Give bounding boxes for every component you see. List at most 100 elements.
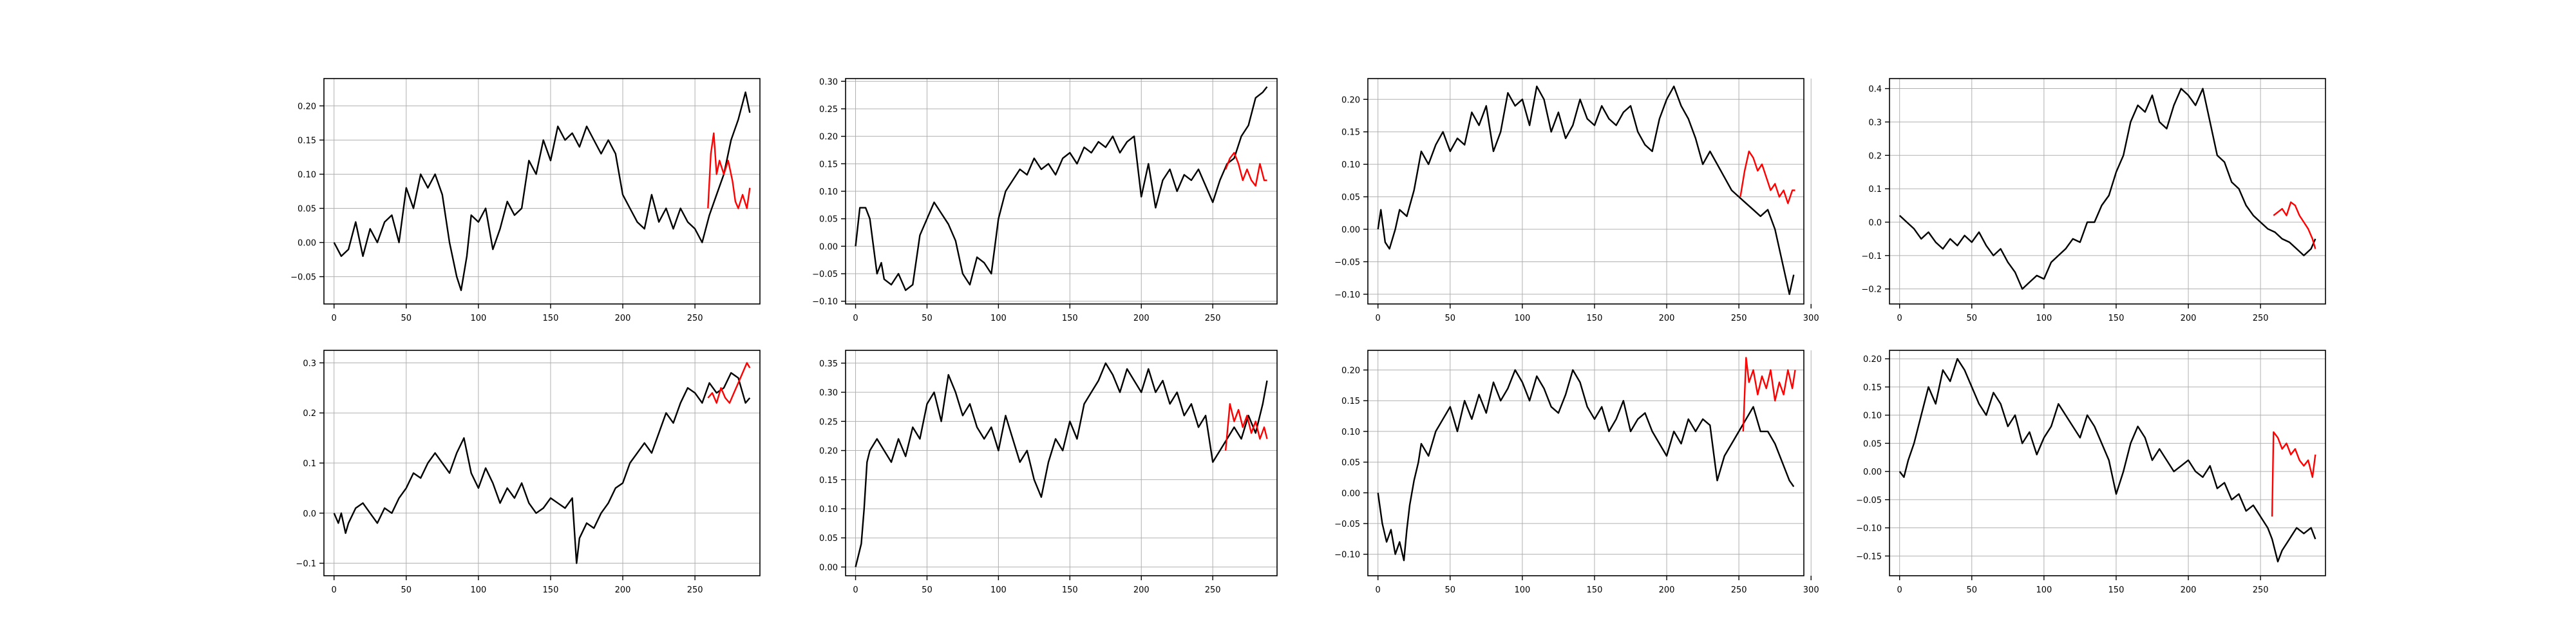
y-tick-label: 0.00 (1863, 468, 1882, 477)
x-tick-label: 200 (615, 314, 631, 323)
y-tick-label: −0.2 (1861, 285, 1882, 295)
y-tick-label: 0.00 (819, 563, 838, 573)
x-tick-label: 0 (332, 314, 337, 323)
series-line-observed (1899, 88, 2316, 290)
y-tick-label: 0.00 (819, 242, 838, 252)
x-tick-label: 50 (922, 585, 933, 595)
y-tick-label: −0.05 (1334, 520, 1360, 529)
x-tick-label: 150 (1587, 585, 1603, 595)
y-tick-label: 0.20 (819, 447, 838, 457)
y-tick-label: 0.00 (1341, 225, 1360, 235)
y-tick-label: 0.25 (819, 417, 838, 427)
series-line-observed (333, 91, 751, 291)
subplot-6: 0 50 100 150 200 250 0.00 0.05 0.10 0.15 0.20 0.25 0… (819, 350, 1278, 595)
subplot-grid: 0 50 100 150 200 250−0.050.000.050.100.150.20… (290, 77, 2326, 595)
y-tick-label: 0.10 (819, 187, 838, 197)
x-tick-label: 0 (332, 585, 337, 595)
y-tick-label: 0.25 (819, 105, 838, 115)
series-line-predicted (2271, 431, 2316, 517)
y-tick-label: 0.20 (1341, 366, 1360, 376)
series-line-predicted (1224, 151, 1267, 187)
x-tick-label: 200 (1659, 314, 1675, 323)
axes-frame (1889, 78, 2326, 305)
series-line-predicted (2273, 201, 2316, 249)
axes-frame (1367, 350, 1804, 576)
y-tick-label: 0.20 (298, 102, 316, 111)
y-tick-label: 0.3 (303, 359, 316, 368)
series-line-observed (1377, 369, 1795, 562)
x-tick-label: 50 (1967, 314, 1978, 323)
y-tick-label: 0.10 (1341, 428, 1360, 437)
y-tick-label: 0.3 (1868, 118, 1882, 128)
x-tick-label: 200 (1133, 314, 1150, 323)
y-tick-label: −0.1 (1861, 252, 1882, 261)
x-tick-label: 0 (1376, 585, 1381, 595)
subplot-2: 0 50 100 150 200 250 −0.10 −0.05 0.00 0.05 0.10 0.1… (812, 77, 1278, 323)
subplot-1: 0 50 100 150 200 250 −0.05 0.00 0.05 0.10 0.15 0.20 (290, 78, 761, 323)
x-tick-label: 200 (2181, 314, 2197, 323)
series-line-predicted (1739, 150, 1795, 204)
series-line-predicted (707, 132, 751, 209)
x-tick-label: 200 (1659, 585, 1675, 595)
y-tick-label: 0.20 (819, 133, 838, 142)
x-tick-label: 50 (922, 314, 933, 323)
axes-frame (845, 350, 1278, 576)
y-tick-label: −0.05 (290, 273, 316, 283)
y-tick-label: 0.10 (819, 505, 838, 515)
x-tick-label: 100 (470, 314, 486, 323)
y-tick-label: 0.15 (298, 136, 316, 146)
y-tick-label: 0.1 (1868, 185, 1882, 194)
x-tick-label: 150 (2108, 314, 2125, 323)
x-tick-label: 0 (853, 314, 858, 323)
x-tick-label: 250 (1731, 314, 1747, 323)
x-tick-label: 0 (1897, 314, 1902, 323)
y-tick-label: 0.15 (819, 160, 838, 169)
y-tick-label: −0.10 (812, 298, 838, 307)
y-tick-label: −0.05 (1334, 258, 1360, 267)
axes-frame (323, 78, 761, 305)
y-tick-label: 0.05 (1341, 459, 1360, 468)
series-line-observed (1377, 85, 1795, 296)
y-tick-label: 0.05 (819, 534, 838, 544)
x-tick-label: 250 (1731, 585, 1747, 595)
y-tick-label: −0.15 (1856, 552, 1882, 562)
x-tick-label: 150 (1587, 314, 1603, 323)
y-tick-label: 0.05 (1341, 193, 1360, 203)
axes-frame (1367, 78, 1804, 305)
x-tick-label: 50 (1445, 314, 1456, 323)
y-tick-label: −0.10 (1334, 290, 1360, 300)
x-tick-label: 250 (2253, 585, 2269, 595)
y-tick-label: 0.2 (303, 409, 316, 419)
series-line-predicted (1742, 357, 1796, 431)
x-tick-label: 200 (1133, 585, 1150, 595)
series-line-observed (855, 86, 1268, 291)
x-tick-label: 50 (401, 585, 412, 595)
y-tick-label: 0.35 (819, 359, 838, 369)
y-tick-label: 0.4 (1868, 85, 1882, 95)
y-tick-label: 0.10 (1863, 412, 1882, 421)
y-tick-label: 0.2 (1868, 151, 1882, 161)
y-tick-label: 0.30 (819, 388, 838, 398)
series-line-predicted (1224, 403, 1268, 451)
x-tick-label: 50 (1445, 585, 1456, 595)
x-tick-label: 150 (2108, 585, 2125, 595)
series-line-observed (855, 362, 1268, 567)
series-line-predicted (707, 362, 751, 404)
y-tick-label: 0.00 (1341, 489, 1360, 498)
x-tick-label: 150 (1062, 314, 1078, 323)
y-tick-label: 0.20 (1863, 355, 1882, 365)
x-tick-label: 100 (2036, 585, 2052, 595)
x-tick-label: 300 (1803, 585, 1819, 595)
subplot-8: 0 50 100 150 200 250 −0.15 −0.10 −0.05 0.00 0.05 0.… (1856, 350, 2326, 595)
x-tick-label: 100 (2036, 314, 2052, 323)
axes-frame (1889, 350, 2326, 576)
y-tick-label: 0.05 (819, 215, 838, 225)
y-tick-label: 0.15 (1341, 397, 1360, 406)
y-tick-label: 0.15 (819, 476, 838, 486)
y-tick-label: 0.15 (1863, 383, 1882, 393)
y-tick-label: −0.05 (812, 270, 838, 279)
y-tick-label: −0.10 (1334, 551, 1360, 560)
x-tick-label: 250 (2253, 314, 2269, 323)
subplot-7: 0 50 100 150 200 250 300 −0.10 −0.05 0.00 0.05 0.10… (1334, 350, 1819, 595)
